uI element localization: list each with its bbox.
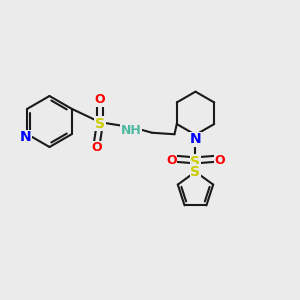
Text: N: N [190,132,201,146]
Text: O: O [95,93,105,106]
Text: S: S [190,165,200,179]
Text: O: O [166,154,177,167]
Text: O: O [92,141,102,154]
Text: S: S [190,155,200,169]
Text: O: O [214,154,225,167]
Text: NH: NH [121,124,141,137]
Text: S: S [95,117,105,131]
Text: N: N [20,130,32,144]
